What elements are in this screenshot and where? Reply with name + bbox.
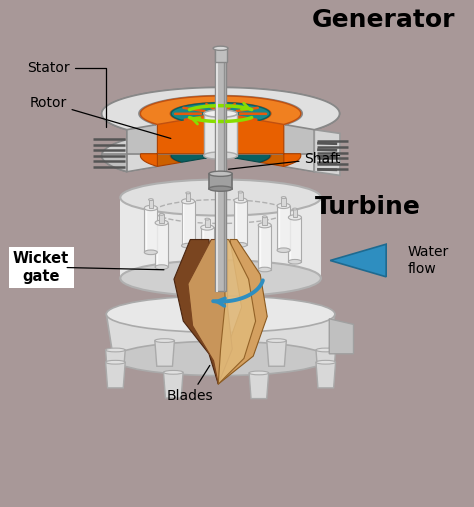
Ellipse shape [205, 218, 210, 220]
Ellipse shape [144, 205, 157, 210]
Polygon shape [106, 314, 335, 358]
Bar [238, 192, 243, 200]
Ellipse shape [277, 248, 290, 252]
Polygon shape [174, 239, 225, 384]
Ellipse shape [288, 215, 301, 220]
Ellipse shape [106, 296, 335, 333]
Ellipse shape [106, 360, 125, 364]
Text: Shaft: Shaft [228, 152, 341, 169]
Polygon shape [102, 87, 339, 172]
Polygon shape [330, 244, 386, 277]
Ellipse shape [201, 270, 214, 274]
Bar [155, 223, 168, 267]
Polygon shape [139, 96, 302, 167]
Polygon shape [106, 350, 125, 376]
Ellipse shape [155, 265, 168, 269]
Text: Turbine: Turbine [315, 195, 420, 219]
Bar [182, 201, 195, 245]
Bar [186, 193, 191, 201]
Polygon shape [204, 114, 237, 156]
Polygon shape [171, 144, 270, 162]
Bar [201, 228, 214, 272]
Ellipse shape [213, 46, 228, 50]
Ellipse shape [148, 199, 153, 201]
Polygon shape [155, 341, 174, 366]
Bar [215, 48, 227, 62]
Bar [277, 206, 290, 250]
Ellipse shape [281, 197, 286, 198]
Polygon shape [188, 239, 232, 384]
Ellipse shape [182, 243, 195, 248]
Ellipse shape [288, 260, 301, 264]
Text: Water
flow: Water flow [407, 245, 448, 276]
Text: Generator: Generator [312, 8, 456, 32]
Ellipse shape [120, 260, 321, 296]
Polygon shape [218, 239, 255, 384]
Polygon shape [164, 372, 183, 398]
Ellipse shape [209, 171, 232, 176]
Polygon shape [285, 125, 314, 172]
Text: Stator: Stator [27, 61, 106, 127]
Polygon shape [249, 373, 269, 399]
Ellipse shape [155, 339, 174, 342]
Bar [209, 174, 232, 189]
Ellipse shape [113, 341, 328, 376]
Polygon shape [140, 138, 301, 166]
Polygon shape [102, 112, 339, 172]
Ellipse shape [159, 213, 164, 215]
Ellipse shape [106, 348, 125, 352]
Text: Wicket
gate: Wicket gate [13, 251, 69, 284]
Polygon shape [127, 125, 156, 172]
Text: Blades: Blades [167, 366, 214, 404]
Polygon shape [140, 96, 301, 124]
Ellipse shape [120, 179, 321, 215]
Ellipse shape [277, 203, 290, 208]
Bar [288, 218, 301, 262]
Ellipse shape [249, 371, 269, 375]
Ellipse shape [201, 225, 214, 230]
Ellipse shape [144, 250, 157, 255]
Bar [216, 48, 226, 291]
Ellipse shape [292, 208, 297, 210]
Ellipse shape [238, 191, 243, 193]
Ellipse shape [234, 242, 247, 247]
Polygon shape [316, 362, 336, 388]
Ellipse shape [263, 216, 267, 218]
Polygon shape [267, 341, 286, 366]
Ellipse shape [209, 186, 232, 191]
Ellipse shape [316, 360, 336, 364]
Polygon shape [314, 130, 340, 175]
Bar [281, 198, 286, 206]
Ellipse shape [155, 220, 168, 226]
Ellipse shape [204, 152, 237, 159]
Polygon shape [106, 362, 125, 388]
Polygon shape [171, 103, 270, 120]
Polygon shape [316, 350, 336, 376]
Bar [292, 209, 297, 218]
Bar [148, 200, 153, 208]
Bar [159, 214, 164, 223]
Polygon shape [140, 112, 301, 166]
Ellipse shape [182, 199, 195, 204]
Text: Rotor: Rotor [29, 96, 171, 138]
Bar [205, 219, 210, 228]
Ellipse shape [186, 192, 191, 194]
Ellipse shape [258, 223, 271, 228]
Bar [234, 200, 247, 245]
Bar [258, 225, 271, 270]
Ellipse shape [164, 371, 183, 374]
Bar [144, 208, 157, 252]
Polygon shape [329, 319, 354, 354]
Ellipse shape [204, 110, 237, 117]
Ellipse shape [267, 339, 286, 342]
Bar [263, 217, 267, 225]
Polygon shape [102, 129, 339, 172]
Ellipse shape [234, 198, 247, 203]
Polygon shape [102, 87, 339, 130]
Ellipse shape [316, 348, 336, 352]
Polygon shape [218, 239, 267, 384]
Polygon shape [120, 198, 321, 278]
Ellipse shape [258, 267, 271, 272]
